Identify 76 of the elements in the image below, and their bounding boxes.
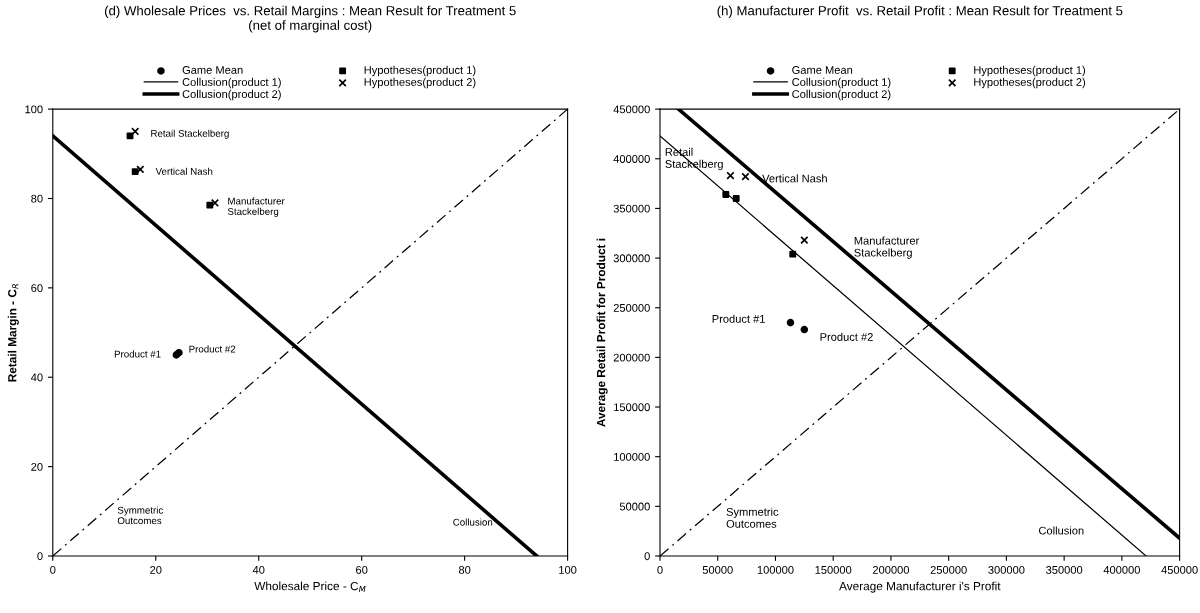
x-axis-title: Average Manufacturer i's Profit [839,581,1001,593]
point [800,236,809,245]
point [732,195,740,202]
x-tick-label: 20 [150,566,162,574]
legend-label: Collusion(product 2) [182,89,281,101]
y-tick-label: 100000 [614,452,650,461]
annotation: Collusion [1039,526,1084,535]
legend-label: Collusion(product 1) [182,77,281,89]
x-tick-label: 250000 [930,566,967,574]
annotation: Product #1 [114,350,161,358]
y-tick-label: 200000 [613,353,650,362]
x-tick-label: 50000 [702,566,733,574]
x-tick-label: 150000 [815,566,852,574]
annotation: Product #2 [189,345,236,353]
y-tick-label: 450000 [613,105,650,114]
point [789,250,797,258]
x-tick-label: 100 [559,566,577,574]
y-tick-label: 60 [31,284,43,292]
legend-label: Hypotheses(product 1) [974,65,1086,77]
y-tick-label: 250000 [613,303,650,312]
y-tick-label: 80 [31,194,43,203]
point [786,318,795,327]
point [136,165,145,174]
x-tick-label: 0 [50,566,56,574]
point [126,132,134,140]
point [131,168,139,176]
x-tick-label: 350000 [1046,566,1083,574]
point [726,171,735,180]
annotation: Product #1 [712,314,765,323]
annotation: Symmetric Outcomes [117,506,164,525]
annotation: Vertical Nash [155,167,213,175]
x-tick-label: 200000 [872,566,910,574]
x-tick-label: 450000 [1161,566,1198,574]
x-tick-label: 80 [458,566,471,574]
legend-label: Game Mean [182,66,243,74]
annotation: Retail Stackelberg [151,129,229,139]
x-axis-title: Wholesale Price - C$_{M}$ [254,581,366,593]
y-tick-label: 40 [30,373,43,382]
legend-label: Game Mean [792,66,853,74]
point [131,127,140,136]
chart-title: (h) Manufacturer Profit vs. Retail Profit : Mean Result for Treatment 5 [717,5,1123,18]
x-tick-label: 40 [252,566,265,574]
y-axis-title: Average Retail Profit for Product i [596,238,608,427]
annotation: Product #2 [820,332,873,341]
x-tick-label: 100000 [757,566,794,574]
point [206,201,214,209]
x-tick-label: 60 [356,566,368,574]
legend-label: Hypotheses(product 2) [364,77,476,89]
legend-label: Hypotheses(product 1) [364,65,476,77]
y-tick-label: 300000 [613,254,650,263]
legend-label: Collusion(product 2) [792,89,891,101]
annotation: Manufacturer Stackelberg [227,197,285,217]
point [210,198,220,208]
x-tick-label: 0 [657,566,663,574]
y-axis-title: Retail Margin - C$_{R}$ [7,284,19,382]
legend-label: Hypotheses(product 2) [974,77,1086,89]
point [800,325,809,334]
chart-subtitle: (net of marginal cost) [249,20,372,33]
annotation: Manufacturer Stackelberg [854,236,920,259]
y-tick-label: 20 [31,462,43,471]
y-tick-label: 400000 [613,155,650,163]
y-tick-label: 150000 [614,403,650,412]
annotation: Collusion [453,518,493,526]
y-tick-label: 0 [37,552,43,561]
annotation: Symmetric Outcomes [726,507,779,528]
annotation: Vertical Nash [762,174,827,183]
x-tick-label: 400000 [1103,566,1140,574]
chart-title: (d) Wholesale Prices vs. Retail Margins : Mean Result for Treatment 5 [104,5,516,18]
point [722,191,730,198]
point [741,172,750,181]
y-tick-label: 100 [25,105,43,114]
y-tick-label: 0 [644,552,650,561]
y-tick-label: 50000 [619,502,650,511]
y-tick-label: 350000 [613,204,650,213]
x-tick-label: 300000 [988,566,1025,574]
legend-label: Collusion(product 1) [792,77,891,89]
